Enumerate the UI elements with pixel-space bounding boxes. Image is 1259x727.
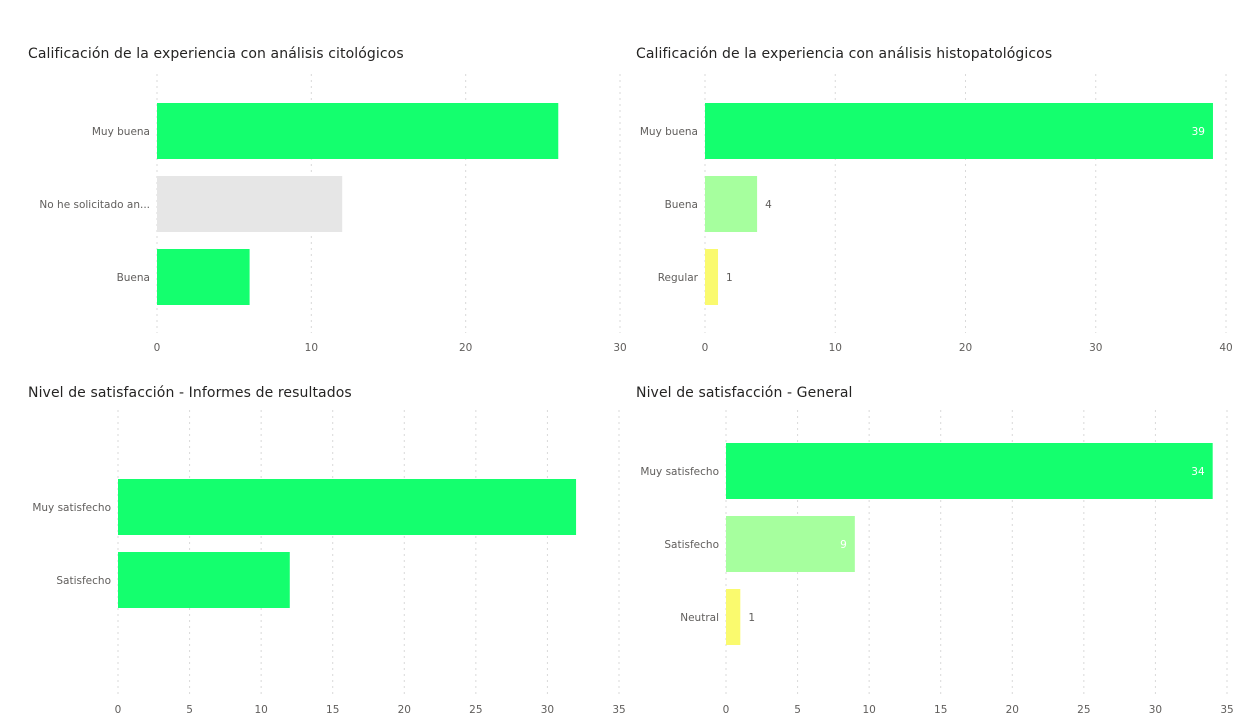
x-tick-label: 15 xyxy=(326,704,339,716)
data-label: 9 xyxy=(840,539,847,551)
bar xyxy=(157,176,343,232)
chart-title: Calificación de la experiencia con análi… xyxy=(636,46,1053,62)
chart-title: Calificación de la experiencia con análi… xyxy=(28,46,404,62)
x-tick-label: 25 xyxy=(1077,704,1090,716)
bar xyxy=(705,103,1213,159)
x-tick-label: 40 xyxy=(1219,342,1232,354)
category-label: Muy satisfecho xyxy=(640,466,719,478)
category-label: Buena xyxy=(117,272,150,284)
chart-title: Nivel de satisfacción - Informes de resu… xyxy=(28,385,352,401)
bar xyxy=(726,589,741,645)
category-label: No he solicitado an... xyxy=(39,199,150,211)
x-tick-label: 0 xyxy=(115,704,122,716)
bar xyxy=(726,443,1213,499)
bar xyxy=(705,176,758,232)
x-tick-label: 5 xyxy=(186,704,193,716)
x-tick-label: 10 xyxy=(305,342,318,354)
bar xyxy=(157,103,559,159)
data-label: 34 xyxy=(1191,466,1205,478)
data-label: 4 xyxy=(765,199,772,211)
x-tick-label: 15 xyxy=(934,704,947,716)
x-tick-label: 0 xyxy=(723,704,730,716)
x-tick-label: 35 xyxy=(612,704,625,716)
bar xyxy=(118,552,290,608)
bar xyxy=(705,249,719,305)
category-label: Regular xyxy=(658,272,699,284)
data-label: 1 xyxy=(726,272,733,284)
x-tick-label: 30 xyxy=(1089,342,1102,354)
chart-panel-informes: Nivel de satisfacción - Informes de resu… xyxy=(0,363,630,727)
x-tick-label: 30 xyxy=(613,342,626,354)
bar-chart-general: 0 5 10 15 20 25 30 35 Muy satisfecho 34 Satisfecho… xyxy=(640,410,1234,716)
bar xyxy=(157,249,250,305)
x-tick-label: 10 xyxy=(254,704,267,716)
x-tick-label: 0 xyxy=(702,342,709,354)
category-label: Neutral xyxy=(680,612,719,624)
x-tick-label: 20 xyxy=(959,342,972,354)
bar xyxy=(726,516,855,572)
chart-panel-histopatologicos: Calificación de la experiencia con análi… xyxy=(630,0,1259,363)
x-tick-label: 5 xyxy=(794,704,801,716)
category-label: Buena xyxy=(665,199,698,211)
bar-chart-informes: 0 5 10 15 20 25 30 35 Muy satisfecho Satisfecho xyxy=(32,410,626,716)
bar-chart-histopatologicos: 0 10 20 30 40 Muy buena 39 Buena 4 Regular 1 xyxy=(640,74,1233,354)
x-tick-label: 10 xyxy=(829,342,842,354)
x-tick-label: 20 xyxy=(1006,704,1019,716)
x-tick-label: 20 xyxy=(398,704,411,716)
data-label: 1 xyxy=(748,612,755,624)
chart-panel-citologicos: Calificación de la experiencia con análi… xyxy=(0,0,630,363)
x-tick-label: 30 xyxy=(1149,704,1162,716)
category-label: Satisfecho xyxy=(664,539,719,551)
chart-panel-general: Nivel de satisfacción - General 0 5 10 15 20… xyxy=(630,363,1259,727)
x-tick-label: 20 xyxy=(459,342,472,354)
category-label: Muy satisfecho xyxy=(32,502,111,514)
category-label: Muy buena xyxy=(640,126,698,138)
bar xyxy=(118,479,577,535)
category-label: Satisfecho xyxy=(56,575,111,587)
data-label: 39 xyxy=(1192,126,1205,138)
chart-title: Nivel de satisfacción - General xyxy=(636,385,853,401)
x-tick-label: 0 xyxy=(154,342,161,354)
category-label: Muy buena xyxy=(92,126,150,138)
x-tick-label: 25 xyxy=(469,704,482,716)
bar-chart-citologicos: 0 10 20 30 Muy buena No he solicitado an... Bu… xyxy=(39,74,627,354)
x-tick-label: 10 xyxy=(862,704,875,716)
x-tick-label: 30 xyxy=(541,704,554,716)
x-tick-label: 35 xyxy=(1220,704,1233,716)
